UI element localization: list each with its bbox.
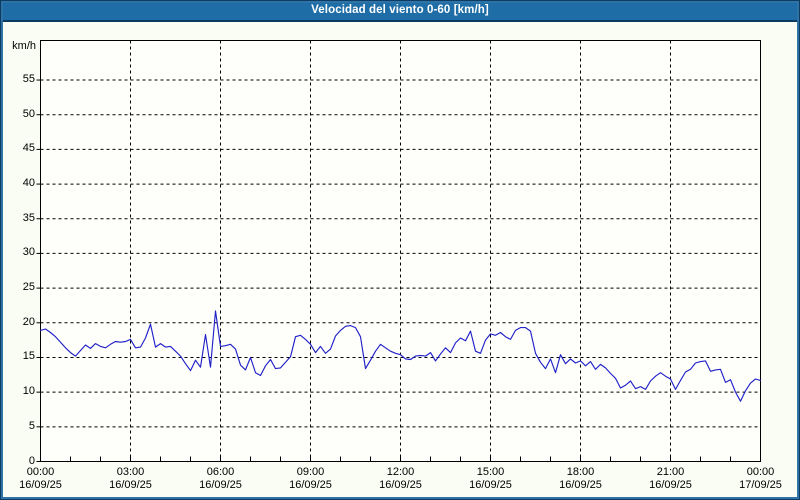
y-tick-label: 45 xyxy=(22,142,35,155)
x-tick-time: 00:00 xyxy=(746,466,775,478)
x-tick-label: 00:00 17/09/25 xyxy=(726,466,796,492)
x-tick-time: 15:00 xyxy=(476,466,505,478)
wind-speed-series xyxy=(39,310,762,402)
x-tick-date: 16/09/25 xyxy=(469,479,512,491)
y-tick-label: 50 xyxy=(22,107,35,120)
x-tick-time: 12:00 xyxy=(386,466,415,478)
x-tick-label: 00:00 16/09/25 xyxy=(6,466,76,492)
x-tick-label: 06:00 16/09/25 xyxy=(186,466,256,492)
x-tick-date: 16/09/25 xyxy=(649,479,692,491)
y-tick-label: 10 xyxy=(22,385,35,398)
y-tick-label: 20 xyxy=(22,315,35,328)
x-tick-label: 09:00 16/09/25 xyxy=(276,466,346,492)
x-tick-label: 15:00 16/09/25 xyxy=(456,466,526,492)
x-tick-date: 16/09/25 xyxy=(199,479,242,491)
y-tick-label: 35 xyxy=(22,211,35,224)
y-tick-label: 25 xyxy=(22,281,35,294)
y-tick-label: 55 xyxy=(22,73,35,86)
x-tick-time: 18:00 xyxy=(566,466,595,478)
x-tick-date: 16/09/25 xyxy=(559,479,602,491)
x-tick-time: 21:00 xyxy=(656,466,685,478)
x-tick-time: 06:00 xyxy=(206,466,235,478)
x-tick-date: 16/09/25 xyxy=(19,479,62,491)
y-tick-label: 15 xyxy=(22,350,35,363)
x-tick-date: 16/09/25 xyxy=(289,479,332,491)
y-tick-label: 40 xyxy=(22,177,35,190)
x-tick-date: 17/09/25 xyxy=(739,479,782,491)
wind-speed-line-chart xyxy=(36,40,762,462)
x-tick-time: 00:00 xyxy=(26,466,55,478)
chart-title: Velocidad del viento 0-60 [km/h] xyxy=(311,4,489,16)
x-tick-date: 16/09/25 xyxy=(109,479,152,491)
x-tick-label: 18:00 16/09/25 xyxy=(546,466,616,492)
x-tick-label: 03:00 16/09/25 xyxy=(96,466,166,492)
title-bar: Velocidad del viento 0-60 [km/h] xyxy=(0,0,800,22)
y-axis-unit-label: km/h xyxy=(12,40,36,52)
x-tick-date: 16/09/25 xyxy=(379,479,422,491)
x-tick-time: 09:00 xyxy=(296,466,325,478)
x-tick-label: 21:00 16/09/25 xyxy=(636,466,706,492)
y-tick-label: 0 xyxy=(28,454,35,467)
y-tick-label: 30 xyxy=(22,246,35,259)
x-tick-time: 03:00 xyxy=(116,466,145,478)
x-tick-label: 12:00 16/09/25 xyxy=(366,466,436,492)
y-tick-label: 5 xyxy=(28,419,35,432)
